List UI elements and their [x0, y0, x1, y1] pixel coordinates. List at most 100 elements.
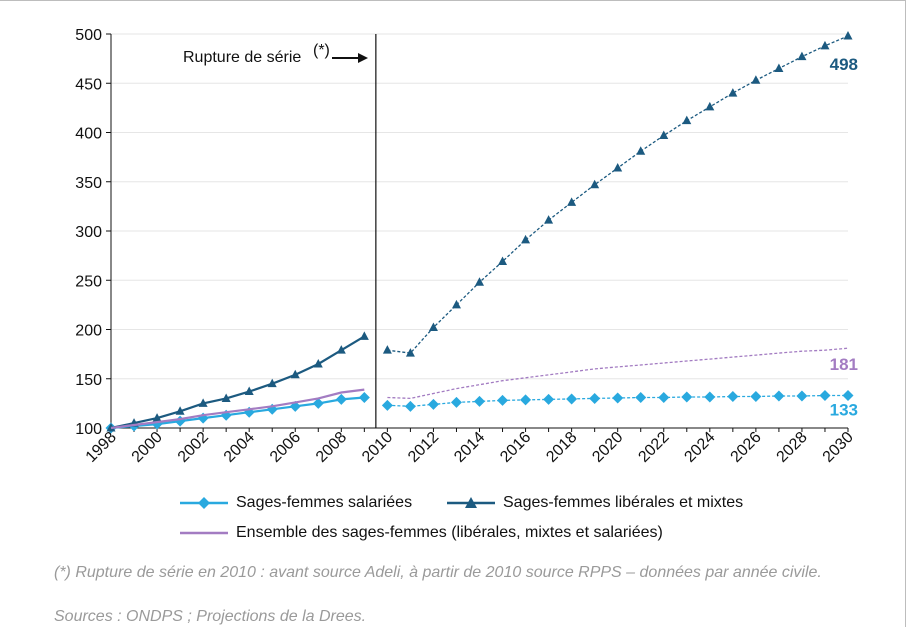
series-line-projected: [387, 347, 849, 400]
data-point: [313, 358, 323, 368]
data-point: [843, 30, 853, 40]
data-point: [474, 395, 485, 407]
data-point: [475, 277, 484, 286]
footnote-rupture: (*) Rupture de série en 2010 : avant sou…: [54, 564, 822, 581]
break-annotation: Rupture de série (*): [183, 34, 377, 428]
data-point: [774, 63, 784, 72]
data-point: [427, 398, 439, 410]
data-point: [175, 406, 185, 415]
legend-label-liberales: Sages-femmes libérales et mixtes: [503, 494, 744, 511]
y-tick-label: 400: [75, 126, 102, 143]
data-point: [658, 391, 670, 403]
data-point: [382, 345, 392, 354]
x-tick-label: 2018: [543, 429, 580, 466]
y-tick-label: 100: [75, 421, 102, 438]
x-axis-ticks: 1998 2000 2002 2004 2006 2008 2010 2012 2014 2016…: [83, 428, 857, 466]
y-tick-label: 150: [75, 372, 102, 389]
data-point: [842, 389, 854, 401]
data-point: [750, 390, 762, 402]
data-point: [612, 392, 624, 404]
legend-diamond-marker: [180, 497, 228, 509]
legend-salariees: Sages-femmes salariées: [180, 494, 412, 512]
data-point: [267, 378, 277, 388]
legend-label-ensemble: Ensemble des sages-femmes (libérales, mi…: [236, 524, 663, 541]
data-point: [796, 390, 808, 402]
data-point: [544, 215, 554, 224]
data-point: [613, 162, 623, 172]
series-lines: 133 498 181: [105, 30, 858, 434]
data-point: [221, 393, 231, 402]
x-tick-label: 2010: [359, 429, 396, 466]
data-point: [681, 391, 693, 403]
data-point: [174, 415, 186, 427]
x-tick-label: 2000: [129, 429, 166, 466]
x-tick-label: 2030: [820, 429, 857, 466]
data-point: [521, 234, 531, 244]
data-point: [381, 399, 393, 411]
data-point: [567, 197, 577, 206]
x-tick-label: 2026: [728, 429, 765, 466]
data-point: [358, 391, 370, 403]
data-point: [705, 101, 715, 111]
data-point: [359, 331, 369, 340]
x-tick-label: 2014: [451, 429, 488, 466]
data-point: [404, 400, 416, 412]
data-point: [728, 88, 738, 97]
data-point: [312, 397, 324, 409]
data-point: [636, 146, 646, 155]
annotation-arrow-head: [358, 53, 368, 63]
data-point: [336, 345, 346, 354]
annotation-mark: (*): [313, 42, 330, 59]
legend-line-marker: [180, 531, 228, 535]
data-point: [198, 398, 208, 407]
data-point: [819, 389, 831, 401]
data-point: [152, 413, 162, 422]
x-tick-label: 2002: [175, 429, 212, 466]
x-tick-label: 2006: [267, 429, 304, 466]
data-point: [820, 40, 830, 50]
end-value-label: 181: [830, 355, 858, 374]
x-tick-label: 2012: [405, 429, 442, 466]
x-tick-label: 2024: [681, 429, 718, 466]
data-point: [405, 348, 415, 357]
y-axis-ticks: 100 150 200 250 300 350 400 450 500: [75, 27, 111, 438]
x-tick-label: 2028: [774, 429, 811, 466]
legend-label-salariees: Sages-femmes salariées: [236, 494, 413, 511]
data-point: [751, 75, 761, 84]
data-point: [659, 130, 669, 139]
x-tick-label: 2008: [313, 429, 350, 466]
data-point: [797, 51, 807, 61]
y-tick-label: 350: [75, 175, 102, 192]
data-point: [450, 396, 462, 408]
y-tick-label: 200: [75, 323, 102, 340]
x-tick-label: 2020: [589, 429, 626, 466]
data-point: [682, 115, 692, 125]
data-point: [498, 256, 508, 266]
end-value-label: 498: [830, 55, 858, 74]
data-point: [428, 322, 438, 332]
data-point: [566, 393, 578, 405]
y-tick-label: 300: [75, 224, 102, 241]
x-tick-label: 2016: [497, 429, 534, 466]
data-point: [520, 394, 532, 406]
data-point: [589, 392, 601, 404]
x-tick-label: 2022: [635, 429, 672, 466]
y-tick-label: 500: [75, 27, 102, 44]
legend-liberales: Sages-femmes libérales et mixtes: [447, 494, 743, 512]
y-tick-label: 450: [75, 76, 102, 93]
y-tick-label: 250: [75, 273, 102, 290]
line-chart: 100 150 200 250 300 350 400 450 500 1998 2000 2002…: [75, 27, 858, 466]
x-tick-label: 2004: [221, 429, 258, 466]
y-gridlines: [110, 33, 848, 429]
data-point: [497, 394, 509, 406]
data-point: [290, 369, 300, 379]
data-point: [451, 299, 461, 309]
data-point: [704, 391, 716, 403]
data-point: [335, 393, 347, 405]
annotation-label: Rupture de série: [183, 49, 301, 66]
series-line-observed: [110, 335, 365, 430]
series-line-observed: [110, 388, 365, 430]
footnote-sources: Sources : ONDPS ; Projections de la Dree…: [54, 608, 367, 625]
data-point: [635, 391, 647, 403]
